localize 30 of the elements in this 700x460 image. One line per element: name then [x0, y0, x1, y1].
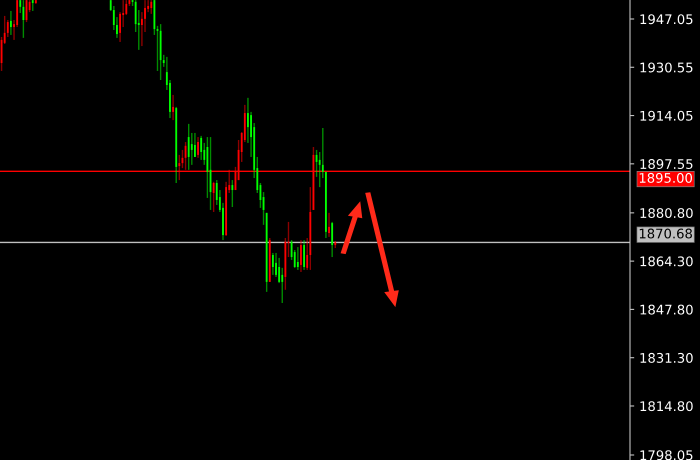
candlestick	[197, 136, 199, 159]
y-tick-label: 1947.05	[640, 14, 692, 24]
y-tick-label: 1897.55	[640, 159, 692, 170]
y-tick-label: 1914.05	[640, 110, 692, 121]
candlestick	[0, 36, 2, 72]
candlestick	[300, 239, 302, 273]
candlestick	[132, 0, 134, 7]
y-tick-label: 1930.55	[640, 62, 692, 72]
y-tick-label: 1880.80	[640, 208, 693, 218]
candlestick	[144, 0, 146, 33]
candlestick	[119, 11, 122, 43]
y-tick-label: 1798.05	[640, 450, 692, 460]
y-tick-label: 1814.80	[640, 401, 693, 412]
candlestick	[328, 212, 330, 238]
candlestick	[194, 132, 196, 158]
candlestick	[128, 0, 130, 7]
candlestick	[182, 149, 184, 169]
candlestick	[156, 25, 158, 72]
y-tick-label: 1847.80	[640, 304, 693, 315]
y-tick-label: 1864.30	[640, 256, 693, 266]
ref-line-label: 1870.68	[640, 228, 692, 239]
candlestick	[247, 97, 249, 144]
candlestick	[210, 136, 212, 211]
candlestick	[26, 0, 28, 23]
candlestick	[184, 141, 187, 171]
ref-line-label: 1895.00	[640, 172, 692, 183]
candlestick	[316, 149, 318, 178]
candlestick	[275, 252, 277, 278]
y-tick-label: 1831.30	[640, 352, 693, 363]
candlestick	[116, 16, 118, 39]
